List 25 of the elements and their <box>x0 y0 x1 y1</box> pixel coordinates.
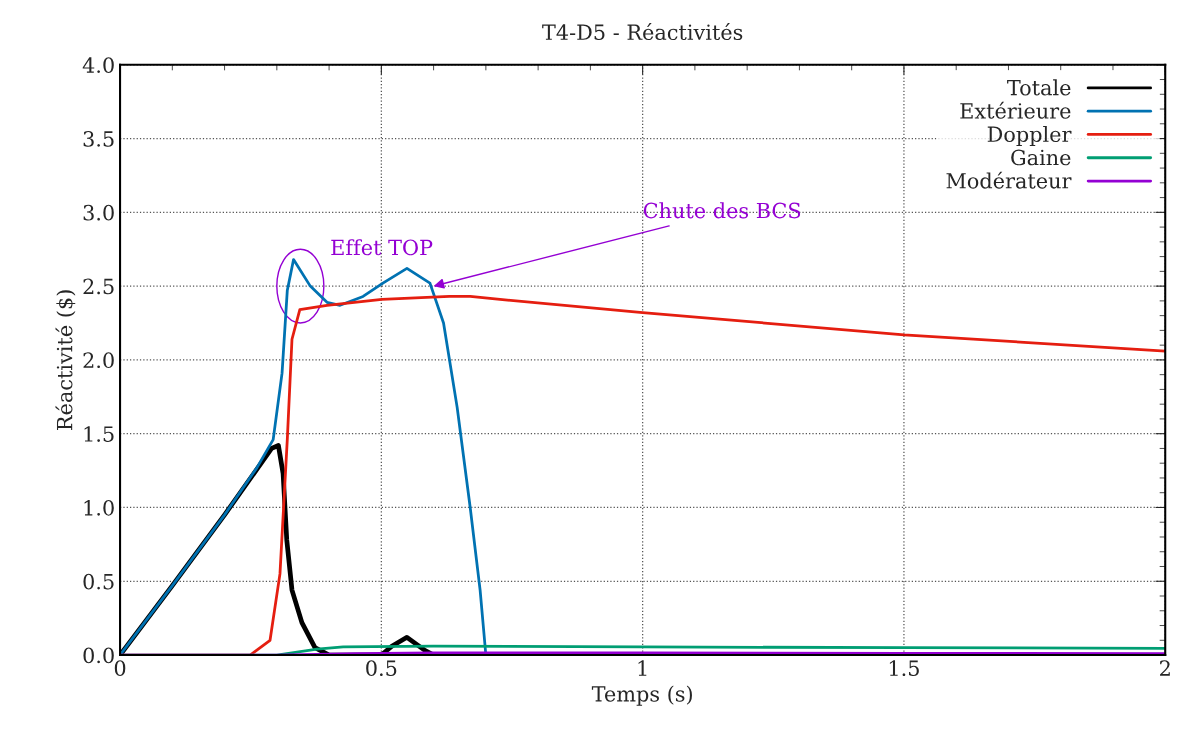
y-tick-label: 3.0 <box>83 204 114 221</box>
x-axis-title: Temps (s) <box>591 685 692 706</box>
y-tick-label: 4.0 <box>82 57 114 73</box>
legend-label: Modérateur <box>946 171 1072 189</box>
x-tick-label: 0 <box>114 660 126 677</box>
x-tick-label: 1.5 <box>889 660 919 677</box>
legend-label: Doppler <box>987 125 1072 147</box>
y-tick-label: 2.0 <box>83 352 114 369</box>
y-tick-label: 0.5 <box>83 573 114 590</box>
x-tick-label: 0.5 <box>366 660 397 677</box>
x-tick-label: 1 <box>638 660 647 676</box>
x-tick-label: 2 <box>1160 660 1170 676</box>
legend-label: Gaine <box>1011 149 1071 166</box>
y-tick-label: 0.0 <box>83 647 114 664</box>
y-axis-title: Réactivité ($) <box>55 290 76 430</box>
legend-label: Extérieure <box>960 101 1071 119</box>
line-series <box>120 258 488 656</box>
annotation: Effet TOP <box>331 239 433 256</box>
y-tick-label: 1.0 <box>84 499 114 516</box>
legend-label: Totale <box>1007 79 1071 96</box>
chart-title: T4-D5 - Réactivités <box>542 23 743 41</box>
y-tick-label: 3.5 <box>83 131 114 147</box>
annotation: Chute des BCS <box>643 202 801 219</box>
y-tick-label: 1.5 <box>84 426 114 442</box>
y-tick-label: 2.5 <box>83 278 114 295</box>
